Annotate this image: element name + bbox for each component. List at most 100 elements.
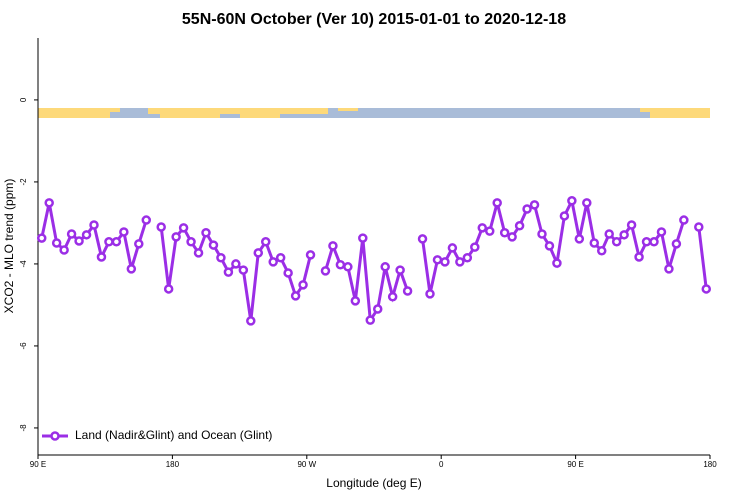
data-point — [134, 239, 144, 249]
data-point — [589, 238, 600, 248]
data-point — [283, 268, 293, 278]
data-point — [574, 234, 585, 244]
y-tick-label: -8 — [19, 424, 28, 432]
data-point — [216, 253, 226, 263]
data-point — [440, 257, 450, 267]
data-point — [126, 264, 137, 274]
data-point — [641, 237, 652, 247]
data-point — [320, 266, 331, 276]
data-point — [470, 242, 480, 252]
data-point — [193, 248, 204, 258]
legend-marker — [50, 431, 60, 441]
y-tick-label: -4 — [19, 260, 28, 268]
data-point — [171, 232, 181, 242]
data-point — [119, 227, 129, 237]
data-point — [89, 220, 99, 230]
data-point — [462, 253, 473, 263]
data-point — [223, 267, 234, 277]
data-point — [74, 236, 84, 246]
data-point — [402, 286, 413, 296]
x-tick-label: 90 E — [567, 460, 583, 469]
data-point — [507, 232, 517, 242]
legend-label: Land (Nadir&Glint) and Ocean (Glint) — [75, 428, 272, 442]
data-point — [552, 258, 562, 268]
chart-title: 55N-60N October (Ver 10) 2015-01-01 to 2… — [182, 11, 566, 28]
data-point — [343, 262, 353, 272]
data-point — [328, 241, 338, 251]
data-point — [619, 230, 629, 240]
data-point — [634, 252, 644, 262]
data-point — [484, 226, 495, 236]
data-point — [455, 257, 465, 267]
data-point — [522, 204, 532, 214]
x-tick-label: 90 E — [30, 460, 46, 469]
data-point — [582, 198, 592, 208]
data-point — [365, 315, 376, 325]
data-point — [395, 265, 405, 275]
data-point — [104, 237, 114, 247]
data-point — [499, 228, 510, 238]
land-ocean-strip — [38, 108, 710, 118]
x-tick-label: 180 — [703, 460, 717, 469]
data-point — [268, 257, 278, 267]
data-point — [544, 241, 555, 251]
data-point — [36, 233, 47, 243]
data-point — [671, 239, 682, 249]
data-point — [372, 304, 383, 314]
data-point — [305, 250, 316, 260]
data-point — [246, 316, 256, 326]
data-point — [649, 237, 659, 247]
data-point — [559, 211, 570, 221]
data-point — [156, 222, 166, 232]
x-tick-label: 90 W — [297, 460, 316, 469]
data-point — [178, 223, 189, 233]
data-point — [290, 291, 301, 301]
data-point — [96, 252, 107, 262]
data-point — [477, 223, 488, 233]
data-point — [447, 243, 458, 253]
data-point — [350, 296, 361, 306]
data-point — [387, 291, 398, 302]
y-tick-label: -2 — [19, 178, 28, 186]
data-point — [231, 259, 241, 269]
x-tick-label: 180 — [166, 460, 180, 469]
y-tick-label: -6 — [19, 342, 28, 350]
data-point — [611, 237, 622, 247]
data-point — [358, 233, 368, 243]
data-point — [275, 253, 286, 263]
data-point — [679, 215, 689, 225]
data-point — [238, 265, 249, 275]
data-point — [514, 221, 525, 231]
data-point — [201, 228, 211, 238]
data-point — [492, 198, 502, 208]
data-point — [81, 230, 92, 240]
data-point — [537, 229, 547, 239]
data-point — [208, 240, 219, 250]
data-point — [380, 262, 390, 272]
data-point — [66, 229, 77, 239]
x-tick-label: 0 — [439, 460, 444, 469]
data-point — [417, 234, 428, 244]
data-point — [529, 200, 540, 210]
data-point — [260, 237, 271, 247]
data-point — [163, 284, 174, 294]
data-point — [51, 238, 62, 248]
data-point — [432, 255, 443, 265]
x-axis-label: Longitude (deg E) — [326, 476, 421, 490]
data-point — [694, 222, 704, 232]
data-point — [664, 264, 674, 274]
y-axis-label: XCO2 - MLO trend (ppm) — [2, 179, 16, 314]
data-point — [701, 284, 712, 294]
data-point — [604, 229, 614, 239]
data-point — [44, 198, 54, 208]
data-point — [335, 259, 346, 270]
data-point — [253, 248, 264, 258]
data-point — [298, 280, 308, 290]
data-point — [141, 215, 152, 225]
data-point — [425, 289, 435, 299]
data-point — [59, 245, 69, 255]
data-point — [626, 220, 637, 230]
data-point — [596, 246, 607, 256]
